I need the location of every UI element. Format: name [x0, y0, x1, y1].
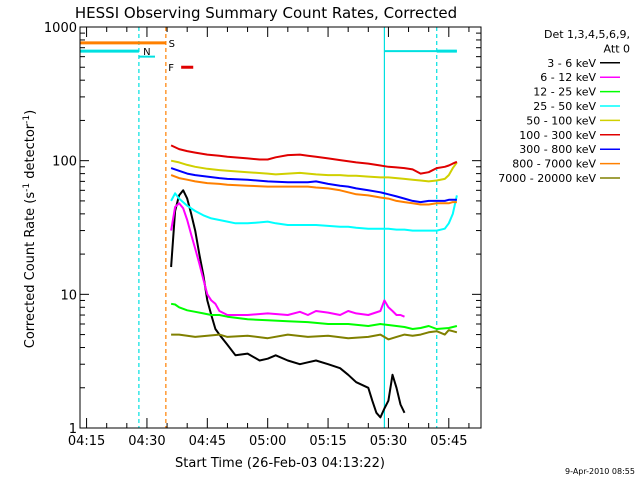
legend-entry-label: 25 - 50 keV: [533, 100, 596, 113]
series-line: [170, 159, 458, 183]
y-tick-label: 1: [69, 422, 77, 437]
legend-header: Att 0: [604, 42, 630, 55]
flag-label-n: N: [143, 47, 150, 58]
legend-entry-label: 7000 - 20000 keV: [498, 172, 596, 185]
x-tick-label: 05:15: [309, 434, 346, 449]
series-line: [170, 174, 457, 206]
y-tick-label: 1000: [44, 21, 77, 36]
generation-timestamp: 9-Apr-2010 08:55: [565, 467, 635, 476]
flag-label-s: S: [169, 39, 175, 50]
x-tick-label: 04:15: [68, 434, 105, 449]
x-tick-label: 05:00: [249, 434, 286, 449]
y-tick-label: 100: [52, 155, 77, 170]
y-axis-label: Corrected Count Rate (s-1 detector-1): [22, 110, 38, 348]
series-line: [170, 167, 457, 204]
x-tick-label: 05:30: [370, 434, 407, 449]
legend-entry-label: 6 - 12 keV: [540, 71, 596, 84]
x-axis: 04:15 04:30 04:45 05:00 05:15 05:30 05:45: [68, 27, 470, 449]
series-line: [170, 202, 405, 318]
series-line: [170, 302, 458, 330]
y-axis: 1 10 100 1000: [44, 21, 481, 437]
legend-entry-label: 50 - 100 keV: [526, 114, 596, 127]
legend-entry-label: 800 - 7000 keV: [512, 158, 596, 171]
series-line: [170, 189, 406, 419]
chart-title: HESSI Observing Summary Count Rates, Cor…: [75, 4, 457, 22]
x-tick-label: 04:45: [189, 434, 226, 449]
flag-label-f: F: [168, 63, 174, 74]
legend-header: Det 1,3,4,5,6,9,: [544, 28, 630, 41]
legend-entry-label: 3 - 6 keV: [547, 57, 596, 70]
series-line: [170, 144, 458, 175]
y-tick-label: 10: [60, 288, 77, 303]
plot-area: S N F: [80, 27, 458, 428]
x-tick-label: 05:45: [430, 434, 467, 449]
legend-entry-label: 100 - 300 keV: [519, 129, 596, 142]
series-line: [170, 192, 458, 232]
legend-entry-label: 300 - 800 keV: [519, 143, 596, 156]
legend-entry-label: 12 - 25 keV: [533, 86, 596, 99]
x-axis-label: Start Time (26-Feb-03 04:13:22): [175, 456, 385, 471]
x-tick-label: 04:30: [128, 434, 165, 449]
plot-frame: [79, 26, 482, 429]
series-line: [171, 329, 458, 341]
